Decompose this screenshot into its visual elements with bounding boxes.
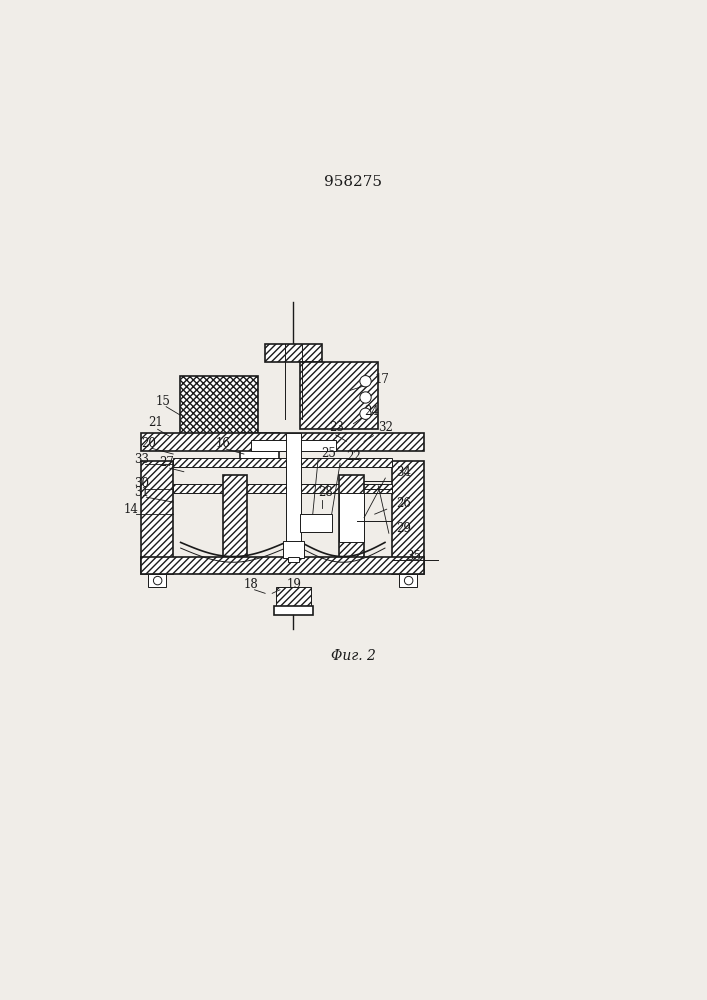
Text: 958275: 958275	[325, 175, 382, 189]
Bar	[288, 557, 299, 562]
Bar	[339, 493, 364, 542]
Bar	[173, 484, 392, 493]
Text: 16: 16	[216, 437, 230, 450]
Text: 14: 14	[124, 503, 139, 516]
Text: 27: 27	[159, 456, 174, 469]
Bar	[223, 475, 247, 560]
Bar	[300, 362, 378, 429]
Circle shape	[360, 408, 371, 419]
Bar	[141, 433, 424, 451]
Text: 21: 21	[148, 416, 163, 429]
Text: 15: 15	[156, 395, 170, 408]
Bar	[265, 344, 322, 362]
Circle shape	[153, 576, 162, 585]
Bar	[283, 541, 304, 558]
Bar	[148, 574, 166, 587]
Text: 18: 18	[244, 578, 259, 591]
Bar	[276, 587, 311, 606]
Text: 31: 31	[134, 486, 149, 499]
Circle shape	[404, 576, 413, 585]
Bar	[399, 574, 417, 587]
Text: 28: 28	[318, 486, 333, 499]
Text: 23: 23	[329, 421, 344, 434]
Bar	[392, 461, 424, 574]
Circle shape	[360, 376, 371, 387]
Text: 24: 24	[364, 405, 379, 418]
Text: 34: 34	[396, 466, 411, 479]
Text: 17: 17	[375, 373, 390, 386]
Bar	[240, 433, 279, 461]
Bar	[300, 514, 332, 532]
Text: 30: 30	[134, 477, 149, 490]
Bar	[339, 475, 364, 560]
Text: 25: 25	[322, 447, 337, 460]
Text: 32: 32	[378, 421, 393, 434]
Text: 33: 33	[134, 453, 149, 466]
Text: 29: 29	[396, 522, 411, 535]
Text: Φиг. 2: Φиг. 2	[331, 649, 376, 663]
Text: 35: 35	[407, 550, 421, 563]
Text: 19: 19	[286, 578, 301, 591]
Bar	[141, 461, 173, 574]
Bar	[173, 458, 392, 467]
Text: 22: 22	[346, 450, 361, 463]
Bar	[180, 376, 258, 436]
Bar	[141, 557, 424, 574]
Circle shape	[360, 392, 371, 403]
Bar	[251, 440, 336, 451]
Bar	[286, 433, 301, 549]
Text: 26: 26	[396, 497, 411, 510]
Bar	[274, 606, 312, 615]
Text: 20: 20	[141, 437, 156, 450]
